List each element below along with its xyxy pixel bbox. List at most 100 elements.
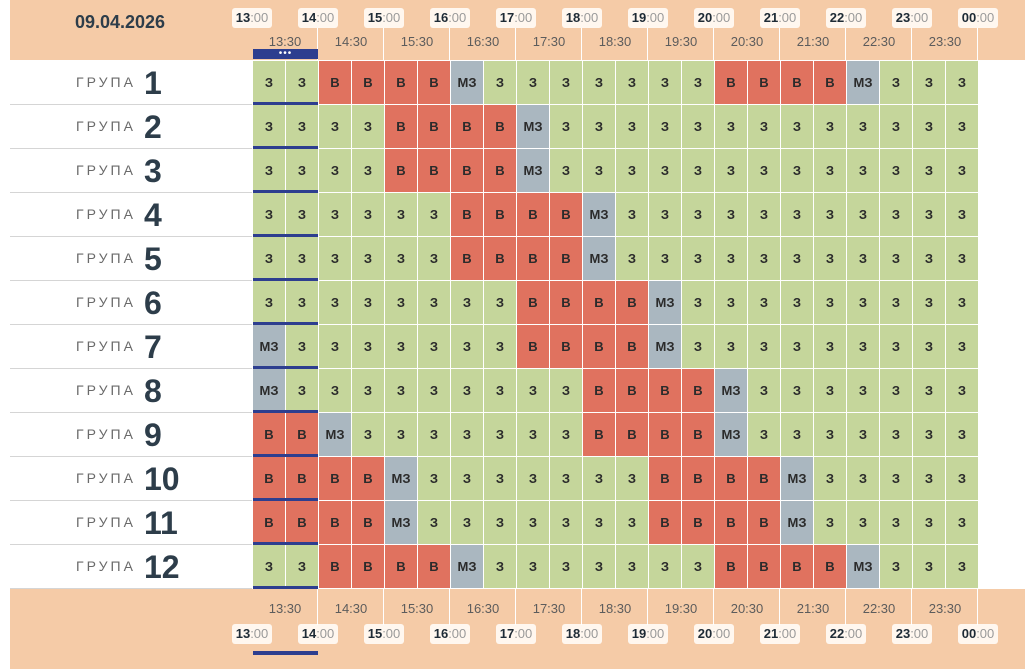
hour-label-minutes: :00 [250,626,269,641]
schedule-cell: З [682,237,714,280]
hour-divider [713,28,714,60]
schedule-cell: З [913,237,945,280]
schedule-cell: З [847,369,879,412]
schedule-cell: З [946,545,978,588]
schedule-cell: З [550,501,582,544]
schedule-cell: В [286,501,318,544]
group-word: ГРУПА [76,514,136,530]
schedule-cell: З [517,457,549,500]
schedule-cell: З [781,413,813,456]
schedule-cell: МЗ [385,501,417,544]
schedule-cell: З [748,281,780,324]
schedule-cell: З [814,193,846,236]
schedule-cell: МЗ [715,413,747,456]
schedule-cell: В [451,149,483,192]
schedule-cell: З [814,281,846,324]
schedule-cell: З [913,545,945,588]
schedule-cell: З [583,457,615,500]
schedule-cell: З [880,545,912,588]
schedule-cell: З [946,105,978,148]
schedule-cell: З [385,369,417,412]
schedule-cell: З [781,325,813,368]
schedule-cell: З [814,369,846,412]
hour-label-hour: 22 [829,10,845,25]
half-hour-label: 17:30 [532,34,566,49]
current-time-row-marker [253,190,318,193]
half-hour-label: 19:30 [664,601,698,616]
current-time-row-marker [253,102,318,105]
hour-label: 16:00 [430,624,470,644]
schedule-cell: МЗ [649,325,681,368]
hour-label-hour: 18 [565,626,581,641]
schedule-cell: З [748,149,780,192]
schedule-cell: В [484,237,516,280]
schedule-cell: З [550,545,582,588]
hour-label-hour: 16 [433,10,449,25]
hour-divider [317,589,318,625]
schedule-cell: З [517,413,549,456]
schedule-cell: З [451,501,483,544]
schedule-cell: З [913,413,945,456]
schedule-cell: В [748,545,780,588]
schedule-cell: В [682,501,714,544]
schedule-cell: З [847,281,879,324]
schedule-cell: З [484,457,516,500]
hour-label-minutes: :00 [910,10,929,25]
schedule-cell: В [583,413,615,456]
schedule-cell: З [385,237,417,280]
hour-label: 20:00 [694,8,734,28]
schedule-cell: З [451,369,483,412]
hour-label: 00:00 [958,624,998,644]
hour-label-hour: 14 [301,626,317,641]
schedule-cell: В [451,193,483,236]
hour-label-minutes: :00 [448,10,467,25]
schedule-cell: З [649,193,681,236]
schedule-cell: З [682,61,714,104]
schedule-cell: В [748,61,780,104]
schedule-cell: З [847,237,879,280]
half-hour-label: 19:30 [664,34,698,49]
hour-divider [647,589,648,625]
hour-label-hour: 21 [763,10,779,25]
schedule-cell: З [385,193,417,236]
schedule-cell: З [847,193,879,236]
hour-label: 23:00 [892,8,932,28]
hour-label: 22:00 [826,8,866,28]
schedule-cell: В [781,545,813,588]
hour-label: 19:00 [628,8,668,28]
schedule-cell: З [517,545,549,588]
schedule-cell: З [418,237,450,280]
schedule-cell: З [286,61,318,104]
schedule-cell: З [616,61,648,104]
schedule-cell: З [946,457,978,500]
half-hour-label: 21:30 [796,34,830,49]
schedule-cell: В [715,61,747,104]
hour-label-minutes: :00 [844,626,863,641]
schedule-cell: З [781,105,813,148]
schedule-cell: З [682,325,714,368]
schedule-cell: МЗ [649,281,681,324]
half-hour-label: 20:30 [730,34,764,49]
hour-label: 22:00 [826,624,866,644]
half-hour-label: 16:30 [466,601,500,616]
hour-label-hour: 00 [961,10,977,25]
schedule-cell: В [649,501,681,544]
schedule-cell: В [253,413,285,456]
schedule-cell: З [286,325,318,368]
hour-label: 18:00 [562,624,602,644]
group-word: ГРУПА [76,338,136,354]
schedule-cell: З [748,325,780,368]
hour-divider [581,28,582,60]
schedule-cell: З [913,61,945,104]
schedule-cell: З [682,545,714,588]
schedule-cell: З [781,193,813,236]
schedule-cell: З [253,61,285,104]
hour-label-minutes: :00 [382,626,401,641]
schedule-cell: В [682,413,714,456]
schedule-cell: З [418,325,450,368]
hour-divider [383,28,384,60]
schedule-cell: З [550,413,582,456]
group-labels: ГРУПА 1 ГРУПА 2 ГРУПА 3 ГРУПА 4 ГРУПА 5 ГРУПА 6 ГРУП… [10,60,252,589]
hour-label-hour: 17 [499,626,515,641]
hour-label: 20:00 [694,624,734,644]
